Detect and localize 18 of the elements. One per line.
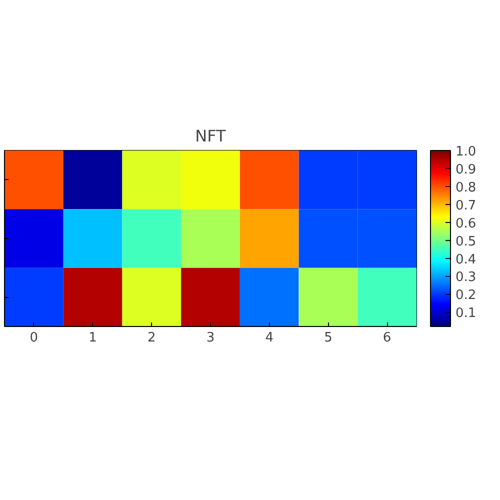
color-bar-label: 0.5	[456, 234, 476, 250]
color-bar-label: 0.1	[456, 306, 476, 322]
x-tick-label: 0	[30, 330, 38, 346]
x-tick-label: 6	[382, 330, 392, 346]
x-tick-label: 5	[324, 330, 332, 346]
color-bar-label: 0.7	[456, 198, 476, 214]
color-bar-label: 1.0	[456, 144, 476, 160]
x-tick-label: 4	[265, 330, 274, 346]
x-tick-label: 2	[148, 330, 156, 346]
color-bar-label: 0.6	[456, 216, 476, 232]
color-bar-label: 0.2	[456, 288, 476, 304]
color-bar-label: 0.9	[456, 162, 476, 178]
color-bar-label: 0.8	[456, 180, 476, 196]
color-bar-label: 0.4	[456, 252, 476, 268]
chart-title: NFT	[195, 126, 226, 146]
color-bar-label: 0.3	[456, 270, 476, 286]
x-tick-label: 1	[88, 330, 97, 346]
x-tick-label: 3	[206, 330, 215, 346]
